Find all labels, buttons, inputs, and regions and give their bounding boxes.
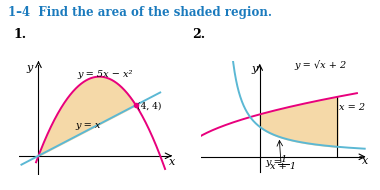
Text: x + 1: x + 1 <box>271 162 296 171</box>
Text: y = 5x − x²: y = 5x − x² <box>78 70 133 79</box>
Text: 1–4  Find the area of the shaded region.: 1–4 Find the area of the shaded region. <box>8 6 272 19</box>
Text: 2.: 2. <box>192 28 205 41</box>
Text: x: x <box>169 157 175 167</box>
Text: 1.: 1. <box>13 28 27 41</box>
Text: 1: 1 <box>280 155 286 164</box>
Text: x = 2: x = 2 <box>339 103 366 112</box>
Text: y: y <box>26 63 33 73</box>
Text: y =: y = <box>266 158 282 167</box>
Text: (4, 4): (4, 4) <box>137 102 162 111</box>
Text: y = √x + 2: y = √x + 2 <box>295 60 347 70</box>
Text: y = x: y = x <box>75 121 100 130</box>
Text: y: y <box>251 64 257 74</box>
Text: x: x <box>362 156 368 166</box>
